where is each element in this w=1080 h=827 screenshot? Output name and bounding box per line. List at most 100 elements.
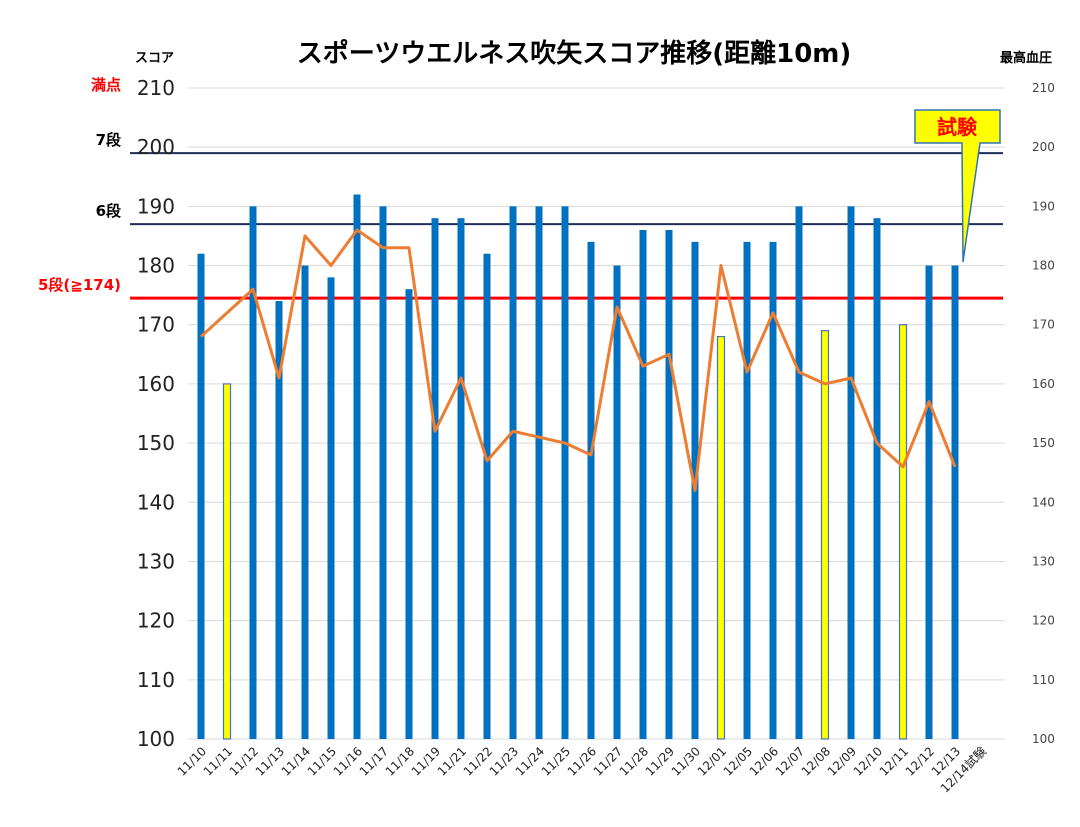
left-tick-label: 150 bbox=[137, 431, 175, 455]
reference-label: 7段 bbox=[96, 131, 121, 149]
x-tick-label: 12/08 bbox=[799, 744, 833, 778]
right-tick-label: 170 bbox=[1032, 318, 1055, 332]
x-tick-label: 11/12 bbox=[227, 744, 261, 778]
bar bbox=[301, 265, 309, 739]
bar bbox=[353, 194, 361, 739]
reference-label: 満点 bbox=[91, 76, 121, 94]
bar bbox=[769, 241, 777, 739]
bar bbox=[639, 230, 647, 739]
bar bbox=[795, 206, 803, 739]
callout-balloon bbox=[914, 109, 1001, 263]
bar bbox=[743, 241, 751, 739]
bar bbox=[587, 241, 595, 739]
bar bbox=[431, 218, 439, 739]
callout-label: 試験 bbox=[937, 115, 978, 139]
x-tick-label: 12/01 bbox=[695, 744, 729, 778]
left-axis-ticks: 100 110 120 130 140 150 160 170 180 190 200 210 bbox=[137, 76, 175, 751]
x-tick-label: 11/17 bbox=[357, 744, 391, 778]
x-tick-label: 11/30 bbox=[669, 744, 703, 778]
bar bbox=[561, 206, 569, 739]
reference-lines: 満点 7段 6段 5段(≧174) bbox=[38, 76, 1003, 300]
left-tick-label: 130 bbox=[137, 549, 175, 573]
x-tick-label: 11/26 bbox=[565, 744, 599, 778]
bar bbox=[197, 253, 205, 739]
right-axis-title: 最高血圧 bbox=[1000, 50, 1052, 66]
x-tick-label: 11/21 bbox=[435, 744, 469, 778]
x-tick-label: 11/27 bbox=[591, 744, 625, 778]
left-tick-label: 180 bbox=[137, 254, 175, 278]
blood-pressure-line bbox=[199, 228, 957, 492]
bar bbox=[535, 206, 543, 739]
bar-series bbox=[197, 194, 959, 740]
bar bbox=[716, 335, 726, 740]
right-tick-label: 180 bbox=[1032, 259, 1055, 273]
exam-callout: 試験 bbox=[914, 109, 1001, 263]
x-tick-label: 11/22 bbox=[461, 744, 495, 778]
chart-title: スポーツウエルネス吹矢スコア推移(距離10m) bbox=[297, 38, 852, 69]
x-tick-label: 11/10 bbox=[175, 744, 209, 778]
bar bbox=[951, 265, 959, 739]
left-tick-label: 160 bbox=[137, 372, 175, 396]
left-tick-label: 200 bbox=[137, 135, 175, 159]
x-axis-ticks: 11/1011/1111/1211/1311/1411/1511/1611/17… bbox=[175, 744, 989, 796]
right-tick-label: 210 bbox=[1032, 81, 1055, 95]
left-tick-label: 190 bbox=[137, 194, 175, 218]
bar bbox=[665, 230, 673, 739]
bar bbox=[405, 289, 413, 739]
x-tick-label: 11/16 bbox=[331, 744, 365, 778]
bar bbox=[820, 330, 830, 740]
bar bbox=[483, 253, 491, 739]
x-tick-label: 11/14 bbox=[279, 744, 313, 778]
right-tick-label: 110 bbox=[1032, 673, 1055, 687]
right-tick-label: 160 bbox=[1032, 377, 1055, 391]
x-tick-label: 11/29 bbox=[643, 744, 677, 778]
x-tick-label: 12/12 bbox=[903, 744, 937, 778]
bar bbox=[222, 383, 232, 740]
x-tick-label: 12/06 bbox=[747, 744, 781, 778]
x-tick-label: 11/24 bbox=[513, 744, 547, 778]
bar bbox=[327, 277, 335, 739]
bar bbox=[457, 218, 465, 739]
x-tick-label: 12/11 bbox=[877, 744, 911, 778]
right-tick-label: 140 bbox=[1032, 495, 1055, 509]
x-tick-label: 12/05 bbox=[721, 744, 755, 778]
bar bbox=[925, 265, 933, 739]
right-tick-label: 130 bbox=[1032, 554, 1055, 568]
x-tick-label: 11/18 bbox=[383, 744, 417, 778]
left-tick-label: 140 bbox=[137, 490, 175, 514]
bar bbox=[249, 206, 257, 739]
x-tick-label: 12/07 bbox=[773, 744, 807, 778]
reference-label: 6段 bbox=[96, 202, 121, 220]
x-tick-label: 11/19 bbox=[409, 744, 443, 778]
bar bbox=[898, 324, 908, 740]
x-tick-label: 11/13 bbox=[253, 744, 287, 778]
left-tick-label: 100 bbox=[137, 727, 175, 751]
reference-label: 5段(≧174) bbox=[38, 276, 121, 294]
right-tick-label: 190 bbox=[1032, 199, 1055, 213]
bar bbox=[873, 218, 881, 739]
bar bbox=[379, 206, 387, 739]
right-tick-label: 150 bbox=[1032, 436, 1055, 450]
right-tick-label: 120 bbox=[1032, 614, 1055, 628]
bar bbox=[275, 301, 283, 739]
x-tick-label: 11/11 bbox=[201, 744, 235, 778]
left-tick-label: 110 bbox=[137, 668, 175, 692]
x-tick-label: 11/23 bbox=[487, 744, 521, 778]
bar bbox=[613, 265, 621, 739]
left-tick-label: 120 bbox=[137, 609, 175, 633]
x-tick-label: 11/15 bbox=[305, 744, 339, 778]
x-tick-label: 12/10 bbox=[851, 744, 885, 778]
right-tick-label: 100 bbox=[1032, 732, 1055, 746]
gridlines bbox=[188, 87, 1005, 740]
x-tick-label: 12/09 bbox=[825, 744, 859, 778]
right-axis-ticks: 100 110 120 130 140 150 160 170 180 190 200 210 bbox=[1032, 81, 1055, 746]
right-tick-label: 200 bbox=[1032, 140, 1055, 154]
bar bbox=[509, 206, 517, 739]
left-tick-label: 170 bbox=[137, 313, 175, 337]
line-series bbox=[199, 228, 957, 492]
bar bbox=[847, 206, 855, 739]
left-axis-title: スコア bbox=[135, 51, 174, 66]
x-tick-label: 11/25 bbox=[539, 744, 573, 778]
x-tick-label: 11/28 bbox=[617, 744, 651, 778]
